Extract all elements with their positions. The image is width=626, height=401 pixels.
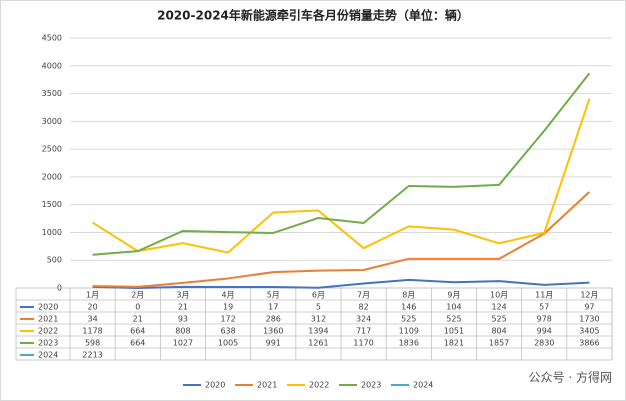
table-cell: 1836 (399, 339, 419, 348)
table-cell: 124 (491, 303, 506, 312)
x-tick-label: 10月 (490, 291, 508, 300)
table-cell: 1170 (353, 339, 373, 348)
legend-label: 2021 (257, 381, 277, 390)
table-cell: 1730 (579, 315, 599, 324)
table-series-name: 2021 (38, 315, 58, 324)
y-tick-label: 1500 (42, 200, 62, 209)
y-tick-label: 3000 (42, 117, 62, 126)
table-cell: 1394 (308, 327, 328, 336)
table-cell: 1261 (308, 339, 328, 348)
table-cell: 638 (220, 327, 235, 336)
table-cell: 717 (356, 327, 371, 336)
table-cell: 1178 (82, 327, 102, 336)
y-tick-label: 3500 (42, 89, 62, 98)
y-tick-label: 1000 (42, 228, 62, 237)
x-tick-label: 3月 (176, 291, 189, 300)
y-tick-label: 4000 (42, 61, 62, 70)
table-cell: 1051 (444, 327, 464, 336)
table-cell: 20 (87, 303, 97, 312)
table-cell: 525 (446, 315, 461, 324)
watermark: 公众号 · 方得网 (529, 370, 612, 385)
x-tick-label: 7月 (357, 291, 370, 300)
table-cell: 808 (175, 327, 190, 336)
table-cell: 0 (135, 303, 140, 312)
series-line (92, 72, 591, 256)
table-cell: 1857 (489, 339, 509, 348)
y-tick-label: 500 (47, 256, 62, 265)
table-cell: 34 (87, 315, 97, 324)
table-cell: 994 (537, 327, 552, 336)
table-cell: 17 (268, 303, 278, 312)
table-cell: 312 (311, 315, 326, 324)
table-cell: 93 (178, 315, 188, 324)
table-cell: 172 (220, 315, 235, 324)
x-tick-label: 11月 (535, 291, 553, 300)
x-tick-label: 2月 (131, 291, 144, 300)
table-cell: 57 (539, 303, 549, 312)
x-tick-label: 12月 (580, 291, 598, 300)
table-cell: 3405 (579, 327, 599, 336)
table-cell: 104 (446, 303, 461, 312)
table-cell: 2830 (534, 339, 554, 348)
table-cell: 146 (401, 303, 416, 312)
x-tick-label: 5月 (267, 291, 280, 300)
x-tick-label: 9月 (447, 291, 460, 300)
table-cell: 804 (491, 327, 506, 336)
table-cell: 991 (266, 339, 281, 348)
legend-label: 2023 (361, 381, 381, 390)
table-cell: 19 (223, 303, 233, 312)
x-tick-label: 1月 (86, 291, 99, 300)
table-cell: 1109 (399, 327, 419, 336)
table-cell: 324 (356, 315, 371, 324)
x-tick-label: 8月 (402, 291, 415, 300)
table-cell: 97 (584, 303, 594, 312)
legend-label: 2024 (413, 381, 433, 390)
table-cell: 82 (358, 303, 368, 312)
table-cell: 2213 (82, 351, 102, 360)
x-tick-label: 6月 (312, 291, 325, 300)
series-line (92, 191, 591, 288)
x-tick-label: 4月 (222, 291, 235, 300)
table-cell: 664 (130, 339, 145, 348)
table-cell: 5 (316, 303, 321, 312)
legend-label: 2022 (309, 381, 329, 390)
y-tick-label: 4500 (42, 34, 62, 43)
table-cell: 598 (85, 339, 100, 348)
table-cell: 21 (178, 303, 188, 312)
table-series-name: 2023 (38, 339, 58, 348)
legend-label: 2020 (205, 381, 225, 390)
table-cell: 1821 (444, 339, 464, 348)
table-cell: 664 (130, 327, 145, 336)
table-series-name: 2020 (38, 303, 58, 312)
table-series-name: 2024 (38, 351, 58, 360)
table-cell: 1027 (173, 339, 193, 348)
table-cell: 3866 (579, 339, 599, 348)
table-cell: 525 (491, 315, 506, 324)
table-cell: 1005 (218, 339, 238, 348)
series-line (92, 98, 591, 254)
table-cell: 525 (401, 315, 416, 324)
chart-title: 2020-2024年新能源牵引车各月份销量走势（单位：辆） (157, 8, 469, 23)
table-series-name: 2022 (38, 327, 58, 336)
y-tick-label: 2000 (42, 172, 62, 181)
y-tick-label: 2500 (42, 145, 62, 154)
table-cell: 978 (537, 315, 552, 324)
table-cell: 1360 (263, 327, 283, 336)
table-cell: 286 (266, 315, 281, 324)
series-line (92, 278, 590, 289)
table-cell: 21 (133, 315, 143, 324)
